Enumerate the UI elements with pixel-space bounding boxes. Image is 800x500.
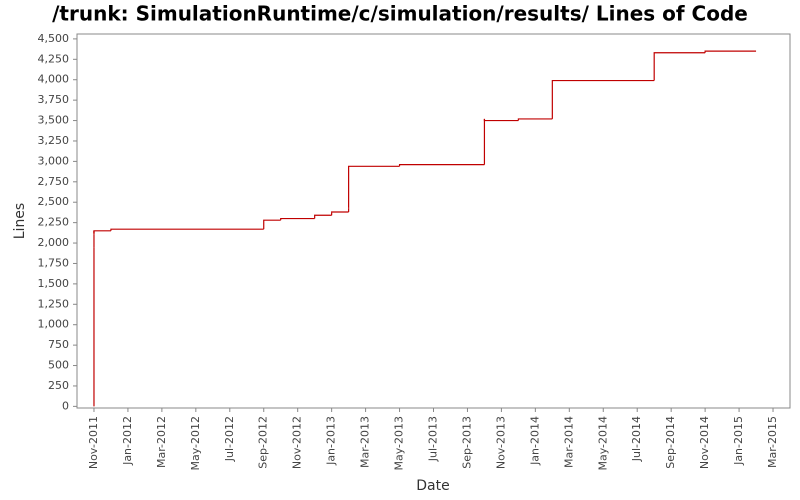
- step-segment: [653, 52, 706, 81]
- y-tick-label: 3,250: [38, 134, 70, 147]
- step-segment: [348, 165, 400, 208]
- step-segment: [263, 219, 281, 230]
- y-tick-label: 4,000: [38, 73, 70, 86]
- step-segment: [331, 211, 349, 213]
- step-segment: [93, 230, 111, 234]
- x-tick-label: Jan-2013: [325, 416, 338, 466]
- x-tick-label: Mar-2013: [359, 416, 372, 468]
- y-tick-label: 2,000: [38, 236, 70, 249]
- chart-title: /trunk: SimulationRuntime/c/simulation/r…: [52, 2, 748, 26]
- x-tick-label: Sep-2014: [664, 416, 677, 469]
- step-segment: [551, 79, 655, 119]
- x-tick-label: Jul-2013: [427, 416, 440, 462]
- step-segment: [517, 118, 553, 121]
- y-tick-label: 4,500: [38, 32, 70, 45]
- y-tick-label: 3,000: [38, 154, 70, 167]
- x-tick-label: Jan-2012: [121, 416, 134, 466]
- x-tick-label: Mar-2014: [562, 416, 575, 468]
- x-tick-label: Jul-2014: [630, 416, 643, 462]
- x-tick-label: Nov-2011: [87, 416, 100, 469]
- y-tick-label: 2,500: [38, 195, 70, 208]
- x-tick-label: Jan-2015: [732, 416, 745, 466]
- step-segment: [704, 50, 757, 53]
- x-tick-label: Sep-2012: [257, 416, 270, 469]
- y-tick-label: 2,750: [38, 175, 70, 188]
- x-tick-label: Nov-2013: [494, 416, 507, 469]
- y-axis-title: Lines: [12, 203, 28, 239]
- x-tick-label: Mar-2015: [766, 416, 779, 468]
- step-segment: [110, 228, 264, 231]
- y-tick-label: 1,250: [38, 297, 70, 310]
- y-tick-label: 250: [48, 379, 69, 392]
- y-tick-label: 2,250: [38, 216, 70, 229]
- x-tick-label: Sep-2013: [460, 416, 473, 469]
- x-tick-label: Nov-2012: [291, 416, 304, 469]
- y-tick-label: 1,750: [38, 256, 70, 269]
- y-tick-label: 3,750: [38, 93, 70, 106]
- y-tick-label: 1,500: [38, 277, 70, 290]
- x-tick-label: Jan-2014: [528, 416, 541, 466]
- y-tick-label: 750: [48, 338, 69, 351]
- y-tick-label: 0: [62, 399, 69, 412]
- x-tick-label: Jul-2012: [223, 416, 236, 462]
- y-tick-label: 500: [48, 359, 69, 372]
- x-tick-label: May-2013: [393, 416, 406, 471]
- step-segment: [483, 118, 519, 122]
- step-segment: [398, 164, 485, 167]
- plot-area: [76, 33, 791, 409]
- x-axis-title: Date: [416, 478, 449, 494]
- x-tick-label: Mar-2012: [155, 416, 168, 468]
- y-tick-label: 4,250: [38, 52, 70, 65]
- y-tick-label: 3,500: [38, 114, 70, 127]
- step-segment: [314, 214, 332, 219]
- x-tick-label: Nov-2014: [698, 416, 711, 469]
- x-tick-label: May-2012: [189, 416, 202, 471]
- y-tick-label: 1,000: [38, 318, 70, 331]
- x-tick-label: May-2014: [596, 416, 609, 471]
- step-segment: [280, 217, 315, 221]
